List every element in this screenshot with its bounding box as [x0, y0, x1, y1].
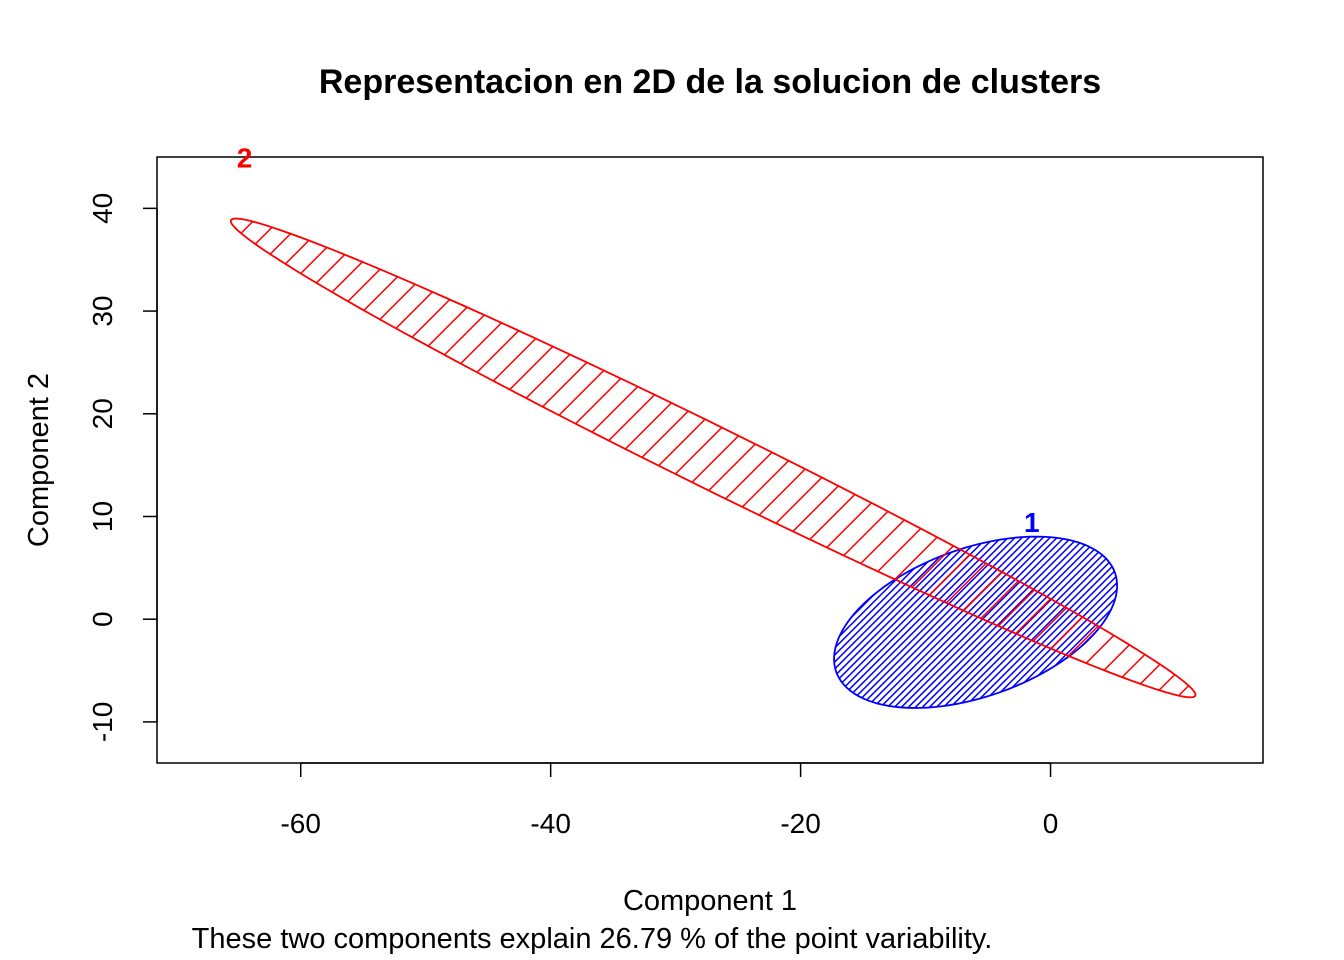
- y-axis-label: Component 2: [23, 373, 55, 547]
- chart-title: Representacion en 2D de la solucion de c…: [319, 63, 1101, 101]
- cluster-1-hatch: [834, 536, 1118, 708]
- cluster-labels: 12: [237, 142, 1040, 538]
- plot-frame: [156, 156, 1264, 764]
- cluster-2-ellipse: [229, 217, 1197, 699]
- y-tick-label: 0: [87, 611, 118, 627]
- y-tick-label: 10: [87, 501, 118, 532]
- cluster-2: [229, 217, 1197, 699]
- x-tick-label: -60: [280, 808, 320, 839]
- cluster-1-label: 1: [1024, 507, 1040, 538]
- cluster-1-ellipse: [833, 535, 1118, 709]
- y-axis: -10 0 10 20 30 40: [87, 193, 158, 742]
- x-axis-label: Component 1: [623, 885, 797, 917]
- cluster-2-label: 2: [237, 142, 253, 173]
- y-tick-label: 40: [87, 193, 118, 224]
- x-axis: -60 -40 -20 0: [280, 762, 1059, 839]
- variability-note: These two components explain 26.79 % of …: [192, 923, 993, 955]
- x-tick-label: 0: [1043, 808, 1059, 839]
- cluster-2-hatch: [230, 218, 1196, 698]
- y-tick-label: 20: [87, 398, 118, 429]
- y-tick-label: 30: [87, 295, 118, 326]
- cluster-1: [833, 535, 1118, 709]
- clusters: [229, 217, 1197, 709]
- x-tick-label: -20: [780, 808, 820, 839]
- y-tick-label: -10: [87, 702, 118, 742]
- x-tick-label: -40: [530, 808, 570, 839]
